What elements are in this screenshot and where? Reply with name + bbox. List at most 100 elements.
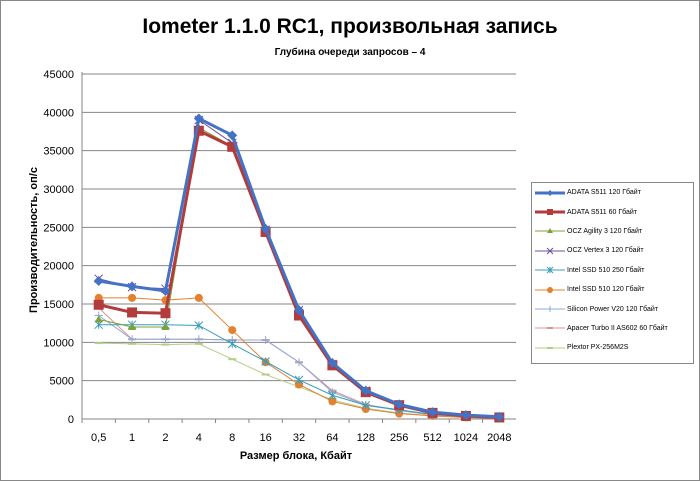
legend-label: Plextor PX-256M2S	[567, 344, 629, 352]
data-point	[460, 410, 471, 421]
x-tick-label: 8	[229, 432, 235, 444]
data-point	[194, 293, 203, 302]
legend-label: Apacer Turbo II AS602 60 Гбайт	[567, 324, 668, 332]
y-tick-label: 35000	[43, 146, 74, 158]
data-point	[227, 130, 238, 141]
legend-item: Silicon Power V20 120 Гбайт	[532, 299, 693, 318]
series-ocz-vertex-3-120-гбайт	[94, 115, 504, 422]
data-point	[194, 342, 203, 345]
data-point	[228, 326, 237, 335]
x-tick-label: 512	[423, 432, 441, 444]
data-point	[93, 299, 104, 310]
y-tick-label: 0	[68, 414, 74, 426]
data-point	[294, 375, 304, 385]
data-point	[294, 305, 304, 316]
data-point	[128, 323, 137, 330]
data-point	[547, 346, 553, 349]
series-line	[98, 126, 500, 418]
legend-swatch-icon	[535, 306, 565, 313]
chart-subtitle: Глубина очереди запросов – 4	[274, 47, 426, 58]
legend-label: OCZ Agility 3 120 Гбайт	[567, 227, 643, 235]
legend-label: OCZ Vertex 3 120 Гбайт	[567, 247, 644, 255]
data-point	[546, 266, 554, 274]
y-tick-label: 5000	[50, 376, 74, 388]
x-tick-label: 1024	[454, 432, 478, 444]
data-point	[295, 358, 303, 367]
data-point	[193, 125, 204, 136]
series-line	[98, 116, 500, 419]
data-point	[128, 342, 137, 345]
series-line	[98, 324, 500, 418]
y-tick-label: 25000	[43, 222, 74, 234]
data-point	[94, 342, 103, 345]
data-point	[227, 141, 238, 152]
data-point	[193, 113, 204, 124]
legend-swatch-icon	[535, 327, 565, 330]
y-tick-label: 20000	[43, 261, 74, 273]
legend-swatch-icon	[535, 189, 565, 196]
data-point	[94, 315, 103, 323]
x-tick-label: 2	[162, 432, 168, 444]
data-point	[427, 407, 438, 418]
data-point	[261, 336, 270, 345]
legend-item: Plextor PX-256M2S	[532, 338, 693, 357]
legend-label: Intel SSD 510 120 Гбайт	[567, 286, 645, 294]
legend-swatch-icon	[535, 247, 565, 255]
legend-swatch-icon	[535, 286, 565, 293]
legend-label: Intel SSD 510 250 Гбайт	[567, 266, 645, 274]
data-point	[547, 189, 553, 196]
legend-swatch-icon	[535, 209, 565, 216]
legend-swatch-icon	[535, 346, 565, 349]
legend-label: Silicon Power V20 120 Гбайт	[567, 305, 659, 313]
legend-label: ADATA S511 60 Гбайт	[567, 208, 638, 216]
x-tick-label: 16	[259, 432, 271, 444]
data-point	[261, 373, 270, 376]
x-tick-label: 128	[357, 432, 375, 444]
series-line	[98, 119, 500, 418]
legend-swatch-icon	[535, 228, 565, 234]
data-point	[128, 293, 137, 302]
data-point	[547, 228, 553, 234]
legend-item: ADATA S511 60 Гбайт	[532, 202, 693, 221]
x-tick-label: 4	[196, 432, 202, 444]
data-point	[360, 385, 371, 396]
data-point	[547, 286, 553, 293]
data-point	[546, 247, 554, 255]
x-tick-label: 0,5	[91, 432, 106, 444]
data-point	[547, 306, 553, 313]
data-point	[93, 276, 104, 286]
legend-item: Intel SSD 510 250 Гбайт	[532, 261, 693, 280]
data-point	[127, 281, 138, 292]
data-point	[160, 308, 171, 319]
data-point	[194, 335, 203, 344]
data-point	[261, 357, 270, 366]
legend-item: Apacer Turbo II AS602 60 Гбайт	[532, 319, 693, 338]
data-point	[547, 209, 553, 216]
data-point	[260, 223, 271, 234]
legend: ADATA S511 120 Гбайт ADATA S511 60 Гбайт O…	[531, 182, 694, 364]
data-point	[328, 390, 337, 400]
data-point	[194, 321, 204, 330]
legend-item: Intel SSD 510 120 Гбайт	[532, 280, 693, 299]
series-silicon-power-v20-120-гбайт	[94, 311, 504, 422]
y-tick-label: 30000	[43, 184, 74, 196]
data-point	[327, 358, 338, 369]
data-point	[161, 323, 170, 330]
y-tick-label: 10000	[43, 337, 74, 349]
legend-swatch-icon	[535, 266, 565, 274]
y-tick-label: 15000	[43, 299, 74, 311]
data-point	[227, 339, 237, 349]
series-intel-ssd-510-250-гбайт	[94, 320, 504, 422]
data-point	[161, 343, 170, 346]
x-tick-label: 256	[390, 432, 408, 444]
x-tick-label: 2048	[487, 432, 511, 444]
data-point	[361, 400, 371, 410]
y-tick-label: 45000	[43, 69, 74, 81]
series-adata-s511-120-гбайт	[93, 113, 505, 422]
data-point	[161, 335, 170, 344]
data-point	[160, 285, 171, 296]
series-line	[98, 315, 500, 418]
y-tick-label: 40000	[43, 107, 74, 119]
data-point	[228, 358, 237, 361]
